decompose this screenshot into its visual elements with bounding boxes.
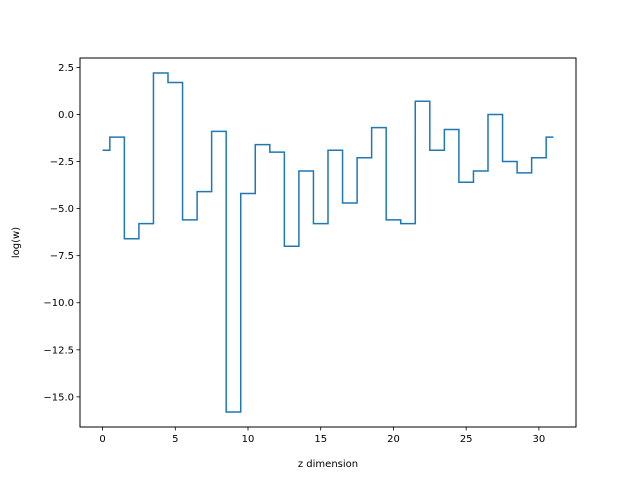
y-tick-label: −7.5	[50, 251, 74, 262]
x-tick-label: 30	[533, 434, 546, 445]
x-axis: 0 5 10 15 20 25 30	[99, 427, 545, 445]
x-tick-label: 5	[172, 434, 178, 445]
y-tick-label: −12.5	[43, 345, 74, 356]
y-axis: 2.5 0.0 −2.5 −5.0 −7.5 −10.0 −12.5 −15.0	[43, 63, 80, 403]
x-tick-label: 0	[99, 434, 105, 445]
plot-area	[102, 72, 554, 413]
x-tick-label: 20	[387, 434, 400, 445]
x-axis-label: z dimension	[298, 459, 358, 470]
y-tick-label: 0.0	[58, 110, 74, 121]
y-tick-label: −5.0	[50, 204, 74, 215]
axes-frame	[79, 57, 577, 428]
x-tick-label: 15	[314, 434, 327, 445]
y-tick-label: −10.0	[43, 298, 74, 309]
y-axis-label: log(w)	[11, 227, 22, 258]
y-tick-label: 2.5	[58, 63, 74, 74]
y-tick-label: −2.5	[50, 157, 74, 168]
series-line-0	[102, 72, 554, 413]
x-tick-label: 25	[460, 434, 473, 445]
y-tick-label: −15.0	[43, 392, 74, 403]
x-tick-label: 10	[242, 434, 255, 445]
